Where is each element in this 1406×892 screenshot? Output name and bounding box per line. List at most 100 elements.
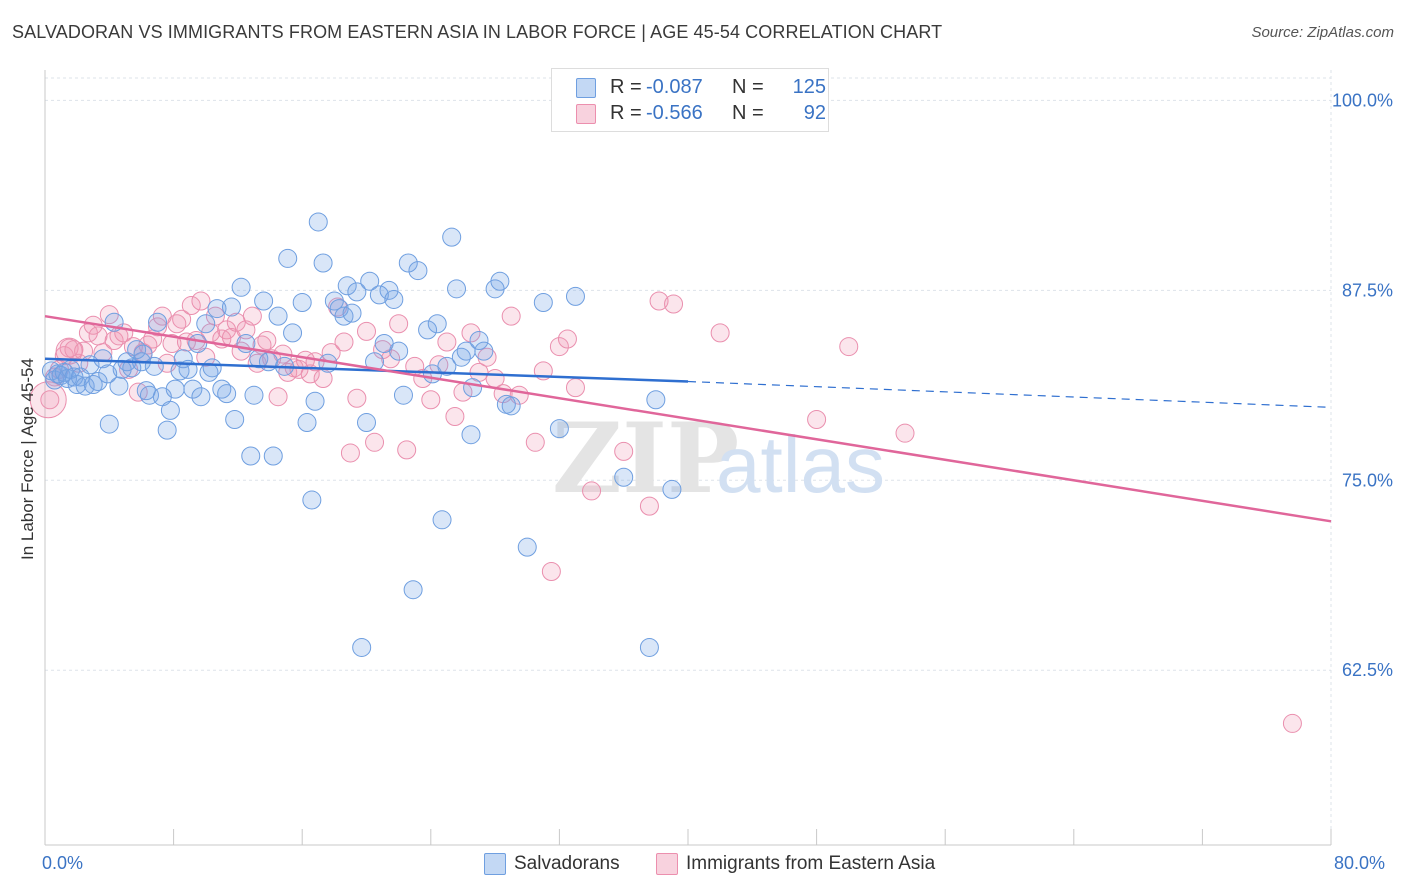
data-point bbox=[292, 293, 312, 312]
trend-line-immigrants bbox=[44, 314, 1332, 523]
legend-swatch-pink bbox=[656, 853, 678, 875]
legend-r-value: -0.087 bbox=[646, 76, 703, 98]
data-point bbox=[172, 309, 192, 329]
data-point bbox=[221, 297, 241, 317]
trend-line-salvadorans-extrapolated bbox=[687, 380, 1332, 408]
data-point bbox=[313, 253, 333, 273]
data-point bbox=[305, 391, 325, 411]
data-point bbox=[565, 286, 585, 306]
data-point bbox=[447, 279, 467, 299]
legend-label: Salvadorans bbox=[514, 853, 620, 874]
data-point bbox=[205, 306, 225, 326]
data-point bbox=[191, 291, 211, 311]
y-tick-label: 87.5% bbox=[1342, 280, 1393, 300]
legend-swatch-pink bbox=[576, 104, 596, 124]
data-point bbox=[1282, 713, 1302, 733]
data-point bbox=[347, 388, 367, 408]
data-point bbox=[196, 314, 216, 334]
data-point bbox=[254, 291, 274, 311]
data-point bbox=[188, 334, 208, 354]
legend-n-value: 125 bbox=[792, 76, 826, 98]
y-axis-label: In Labor Force | Age 45-54 bbox=[18, 358, 37, 560]
data-point bbox=[191, 387, 211, 407]
trend-line-salvadorans bbox=[44, 357, 689, 383]
data-point bbox=[357, 321, 376, 341]
series-legend: Salvadorans Immigrants from Eastern Asia bbox=[0, 852, 1406, 878]
data-point bbox=[393, 385, 413, 405]
data-point bbox=[67, 375, 87, 395]
data-point bbox=[614, 467, 634, 487]
legend-n-label: N = bbox=[732, 76, 764, 98]
data-point bbox=[342, 303, 362, 323]
data-point bbox=[88, 372, 108, 392]
legend-label: Immigrants from Eastern Asia bbox=[686, 853, 936, 874]
data-point bbox=[337, 276, 357, 296]
watermark: ZIP atlas bbox=[552, 402, 885, 515]
data-point bbox=[75, 376, 95, 396]
data-point bbox=[437, 356, 457, 376]
legend-r-label: R = bbox=[610, 102, 642, 124]
data-point bbox=[664, 294, 684, 314]
data-point bbox=[557, 329, 577, 349]
data-point bbox=[477, 347, 497, 367]
data-point bbox=[242, 306, 262, 326]
data-point bbox=[421, 390, 441, 410]
data-point bbox=[340, 443, 360, 463]
data-point bbox=[263, 446, 283, 466]
data-point bbox=[283, 323, 303, 343]
data-point bbox=[257, 330, 277, 350]
data-point bbox=[181, 296, 201, 316]
data-point bbox=[474, 341, 494, 361]
data-point bbox=[445, 406, 465, 426]
data-point bbox=[490, 271, 510, 291]
data-point bbox=[533, 293, 553, 312]
data-point bbox=[432, 510, 452, 530]
data-point bbox=[389, 341, 409, 361]
data-point bbox=[517, 537, 537, 557]
data-point bbox=[88, 326, 108, 346]
chart-title: SALVADORAN VS IMMIGRANTS FROM EASTERN AS… bbox=[12, 22, 943, 42]
data-point bbox=[397, 440, 417, 460]
y-tick-label: 100.0% bbox=[1332, 90, 1393, 110]
source-label: Source: ZipAtlas.com bbox=[1251, 24, 1394, 41]
data-point bbox=[297, 413, 317, 433]
legend-n-label: N = bbox=[732, 102, 764, 124]
data-point bbox=[549, 419, 569, 439]
data-point bbox=[183, 379, 203, 399]
data-point bbox=[128, 382, 148, 402]
data-point bbox=[352, 637, 372, 657]
data-point bbox=[463, 378, 483, 398]
data-point bbox=[109, 376, 129, 396]
data-point bbox=[241, 446, 261, 466]
data-point bbox=[389, 314, 409, 334]
data-point bbox=[549, 337, 569, 357]
data-point bbox=[408, 261, 428, 281]
data-point bbox=[461, 425, 481, 445]
data-point bbox=[278, 248, 298, 268]
data-point bbox=[347, 282, 367, 302]
x-tick-label-min: 0.0% bbox=[42, 853, 84, 873]
data-point bbox=[40, 390, 60, 410]
data-point bbox=[710, 323, 730, 343]
data-point bbox=[302, 490, 322, 510]
data-point bbox=[360, 271, 380, 291]
legend-n-value: 92 bbox=[803, 102, 826, 124]
data-point bbox=[225, 410, 245, 430]
data-point bbox=[427, 314, 447, 334]
data-point bbox=[93, 349, 113, 369]
data-point bbox=[365, 432, 385, 452]
data-point bbox=[649, 291, 669, 311]
data-point bbox=[839, 337, 859, 357]
data-point bbox=[170, 361, 190, 381]
data-point bbox=[48, 364, 68, 384]
data-point bbox=[541, 561, 561, 581]
data-point bbox=[565, 378, 585, 398]
data-point bbox=[122, 358, 142, 378]
data-point bbox=[437, 332, 457, 352]
data-point bbox=[469, 330, 489, 350]
data-point bbox=[165, 379, 185, 399]
data-point bbox=[148, 317, 168, 337]
data-point bbox=[357, 413, 376, 433]
data-point bbox=[639, 637, 659, 657]
